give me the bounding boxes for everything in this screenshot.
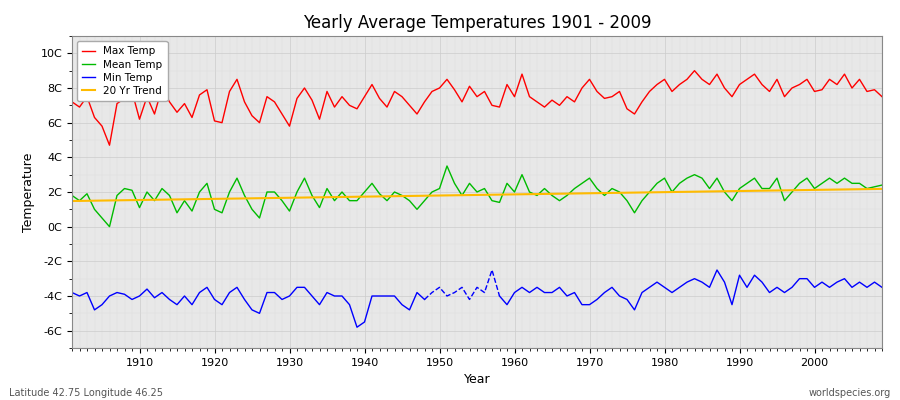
Legend: Max Temp, Mean Temp, Min Temp, 20 Yr Trend: Max Temp, Mean Temp, Min Temp, 20 Yr Tre… (77, 41, 167, 101)
Max Temp (607, 94, 617, 99)
Max Temp (344, 103, 355, 108)
Min Temp (359, 320, 370, 324)
Min Temp (112, 290, 122, 295)
Min Temp (329, 294, 340, 298)
Text: worldspecies.org: worldspecies.org (809, 388, 891, 398)
Min Temp (74, 294, 85, 298)
Min Temp (276, 297, 287, 302)
Min Temp (231, 285, 242, 290)
Mean Temp (614, 190, 625, 194)
Min Temp (382, 294, 392, 298)
Line: Mean Temp: Mean Temp (72, 166, 882, 227)
Min Temp (149, 295, 160, 300)
Min Temp (141, 287, 152, 292)
Max Temp (67, 100, 77, 104)
Min Temp (404, 308, 415, 312)
Mean Temp (134, 205, 145, 210)
Min Temp (321, 290, 332, 295)
Min Temp (172, 302, 183, 307)
Mean Temp (104, 224, 115, 229)
Mean Temp (299, 176, 310, 180)
Max Temp (877, 94, 887, 99)
Min Temp (411, 290, 422, 295)
Min Temp (307, 294, 318, 298)
Mean Temp (67, 193, 77, 198)
Min Temp (194, 290, 205, 295)
Min Temp (202, 285, 212, 290)
Min Temp (247, 308, 257, 312)
Min Temp (314, 302, 325, 307)
Min Temp (104, 294, 115, 298)
Min Temp (224, 290, 235, 295)
Line: Max Temp: Max Temp (72, 71, 882, 145)
Title: Yearly Average Temperatures 1901 - 2009: Yearly Average Temperatures 1901 - 2009 (302, 14, 652, 32)
Max Temp (509, 94, 520, 99)
Mean Temp (877, 183, 887, 188)
Min Temp (254, 311, 265, 316)
Min Temp (186, 302, 197, 307)
Min Temp (217, 302, 228, 307)
Min Temp (337, 294, 347, 298)
Max Temp (299, 86, 310, 90)
X-axis label: Year: Year (464, 373, 490, 386)
Min Temp (89, 308, 100, 312)
Max Temp (104, 143, 115, 148)
Min Temp (262, 290, 273, 295)
Min Temp (284, 294, 295, 298)
Min Temp (419, 297, 430, 302)
Min Temp (164, 297, 175, 302)
Min Temp (366, 294, 377, 298)
Min Temp (209, 297, 220, 302)
Min Temp (352, 325, 363, 330)
Mean Temp (517, 172, 527, 177)
Min Temp (134, 294, 145, 298)
Min Temp (344, 302, 355, 307)
Mean Temp (524, 190, 535, 194)
Min Temp (127, 297, 138, 302)
Max Temp (134, 117, 145, 122)
Text: Latitude 42.75 Longitude 46.25: Latitude 42.75 Longitude 46.25 (9, 388, 163, 398)
Y-axis label: Temperature: Temperature (22, 152, 35, 232)
Line: Min Temp: Min Temp (72, 287, 425, 327)
Min Temp (96, 302, 107, 307)
Min Temp (157, 290, 167, 295)
Min Temp (389, 294, 400, 298)
Min Temp (179, 294, 190, 298)
Min Temp (397, 302, 408, 307)
Min Temp (292, 285, 302, 290)
Min Temp (119, 292, 130, 297)
Mean Temp (442, 164, 453, 168)
Min Temp (299, 285, 310, 290)
Min Temp (374, 294, 385, 298)
Min Temp (239, 297, 250, 302)
Min Temp (67, 290, 77, 295)
Max Temp (689, 68, 700, 73)
Mean Temp (344, 198, 355, 203)
Min Temp (269, 290, 280, 295)
Min Temp (82, 290, 93, 295)
Max Temp (517, 72, 527, 76)
